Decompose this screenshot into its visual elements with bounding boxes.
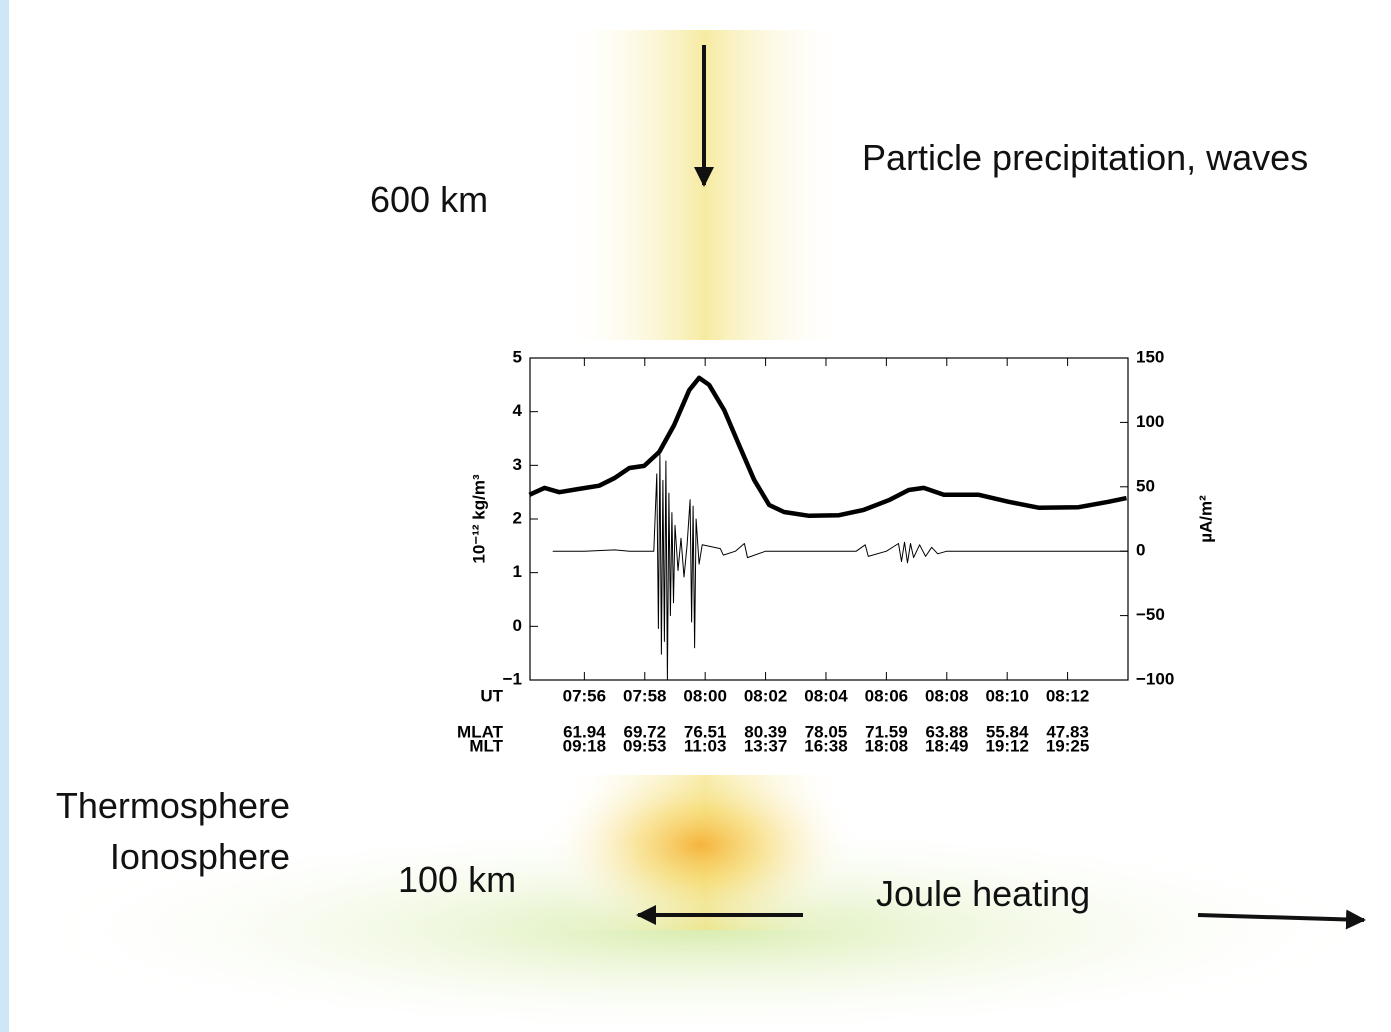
x-tick-label: 08:10 xyxy=(985,686,1028,705)
x-tick-label: 08:08 xyxy=(925,686,968,705)
row-value: 11:03 xyxy=(684,736,727,755)
x-tick-label: 08:00 xyxy=(683,686,726,705)
arrow-right xyxy=(1197,909,1366,930)
row-label: MLAT xyxy=(457,722,504,741)
row-value: 18:08 xyxy=(865,736,908,755)
y2-tick-label: −100 xyxy=(1136,669,1174,688)
y-axis-label: 10⁻¹² kg/m³ xyxy=(469,474,488,564)
x-tick-label: 07:56 xyxy=(563,686,606,705)
row-value: 19:25 xyxy=(1046,736,1089,755)
row-value: 09:53 xyxy=(623,736,666,755)
y2-tick-label: 100 xyxy=(1136,412,1164,431)
y-tick-label: 5 xyxy=(513,347,522,366)
region-label: Ionosphere xyxy=(110,836,290,877)
input-label: Particle precipitation, waves xyxy=(862,137,1308,178)
row-value: 47.83 xyxy=(1046,722,1089,741)
y2-tick-label: −50 xyxy=(1136,605,1165,624)
x-tick-label: 08:12 xyxy=(1046,686,1089,705)
y-tick-label: 1 xyxy=(513,562,522,581)
row-value: 76.51 xyxy=(684,722,727,741)
row-value: 80.39 xyxy=(744,722,787,741)
y2-tick-label: 50 xyxy=(1136,476,1155,495)
x-axis-title: UT xyxy=(480,686,503,705)
row-value: 09:18 xyxy=(563,736,606,755)
altitude-label: 100 km xyxy=(398,859,516,900)
row-value: 78.05 xyxy=(805,722,848,741)
x-tick-label: 08:04 xyxy=(804,686,848,705)
row-value: 18:49 xyxy=(925,736,968,755)
row-value: 69.72 xyxy=(623,722,666,741)
left-strip xyxy=(0,0,9,1032)
chart: 10⁻¹² kg/m³ µA/m² UT MLAT MLT −1 0 1 2 3 4 5 −1… xyxy=(441,340,1215,775)
glow-core xyxy=(540,755,860,935)
heating-label: Joule heating xyxy=(876,873,1090,914)
row-value: 61.94 xyxy=(563,722,606,741)
data-line xyxy=(528,375,1127,519)
row-value: 13:37 xyxy=(744,736,787,755)
row-value: 16:38 xyxy=(804,736,847,755)
row-label: MLT xyxy=(469,736,503,755)
altitude-label: 600 km xyxy=(370,179,488,220)
y-tick-label: −1 xyxy=(503,669,522,688)
x-tick-label: 07:58 xyxy=(623,686,666,705)
chart-panel xyxy=(441,340,1213,775)
y-tick-label: 3 xyxy=(513,455,522,474)
y-tick-label: 0 xyxy=(513,616,522,635)
data-line xyxy=(552,454,1128,681)
y-tick-label: 4 xyxy=(513,401,523,420)
row-value: 63.88 xyxy=(926,722,969,741)
y-tick-label: 2 xyxy=(513,508,522,527)
row-value: 55.84 xyxy=(986,722,1029,741)
y2-axis-label: µA/m² xyxy=(1196,495,1215,543)
region-label: Thermosphere xyxy=(56,785,290,826)
x-tick-label: 08:02 xyxy=(744,686,787,705)
row-value: 71.59 xyxy=(865,722,908,741)
y2-tick-label: 150 xyxy=(1136,347,1164,366)
row-value: 19:12 xyxy=(985,736,1028,755)
x-tick-label: 08:06 xyxy=(865,686,908,705)
y2-tick-label: 0 xyxy=(1136,541,1145,560)
